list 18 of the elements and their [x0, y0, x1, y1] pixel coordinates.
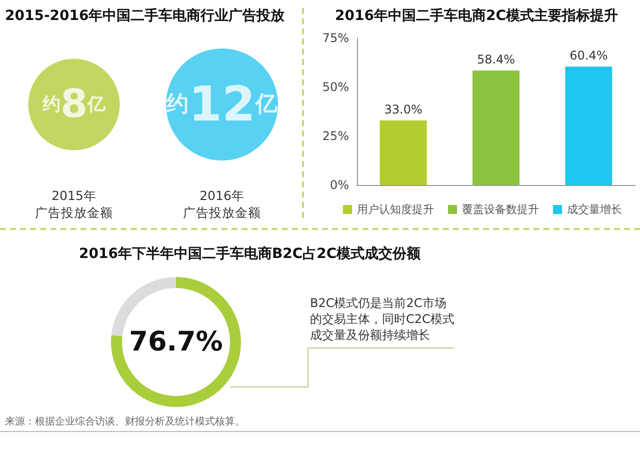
- data-label: 33.0%: [384, 102, 422, 116]
- y-tick-label: 50%: [322, 80, 349, 94]
- chart-title: 2016年中国二手车电商2C模式主要指标提升: [335, 7, 618, 24]
- chart-title: 2016年下半年中国二手车电商B2C占2C模式成交份额: [79, 245, 422, 262]
- legend-label: 用户认知度提升: [357, 203, 434, 216]
- y-tick-label: 25%: [322, 129, 349, 143]
- legend-label: 覆盖设备数提升: [462, 203, 539, 216]
- text: 2015-2016年中国二手车电商行业广告投放: [5, 7, 286, 24]
- data-label: 58.4%: [476, 52, 516, 67]
- category-label: 2016年广告投放金额: [183, 188, 261, 220]
- data-label: 60.4%: [570, 48, 608, 63]
- text: B2C模式仍是当前2C市场的交易主体，同时C2C模式成交量及份额持续增长: [310, 296, 454, 342]
- text: 76.7%: [129, 326, 223, 358]
- y-tick-label: 75%: [322, 31, 349, 45]
- y-tick-label: 0%: [330, 178, 349, 192]
- source-note: 来源：根据企业综合访谈、财报分析及统计模式核算。: [5, 416, 245, 428]
- legend-label: 成交量增长: [567, 203, 622, 216]
- category-label: 2015年广告投放金额: [35, 188, 113, 220]
